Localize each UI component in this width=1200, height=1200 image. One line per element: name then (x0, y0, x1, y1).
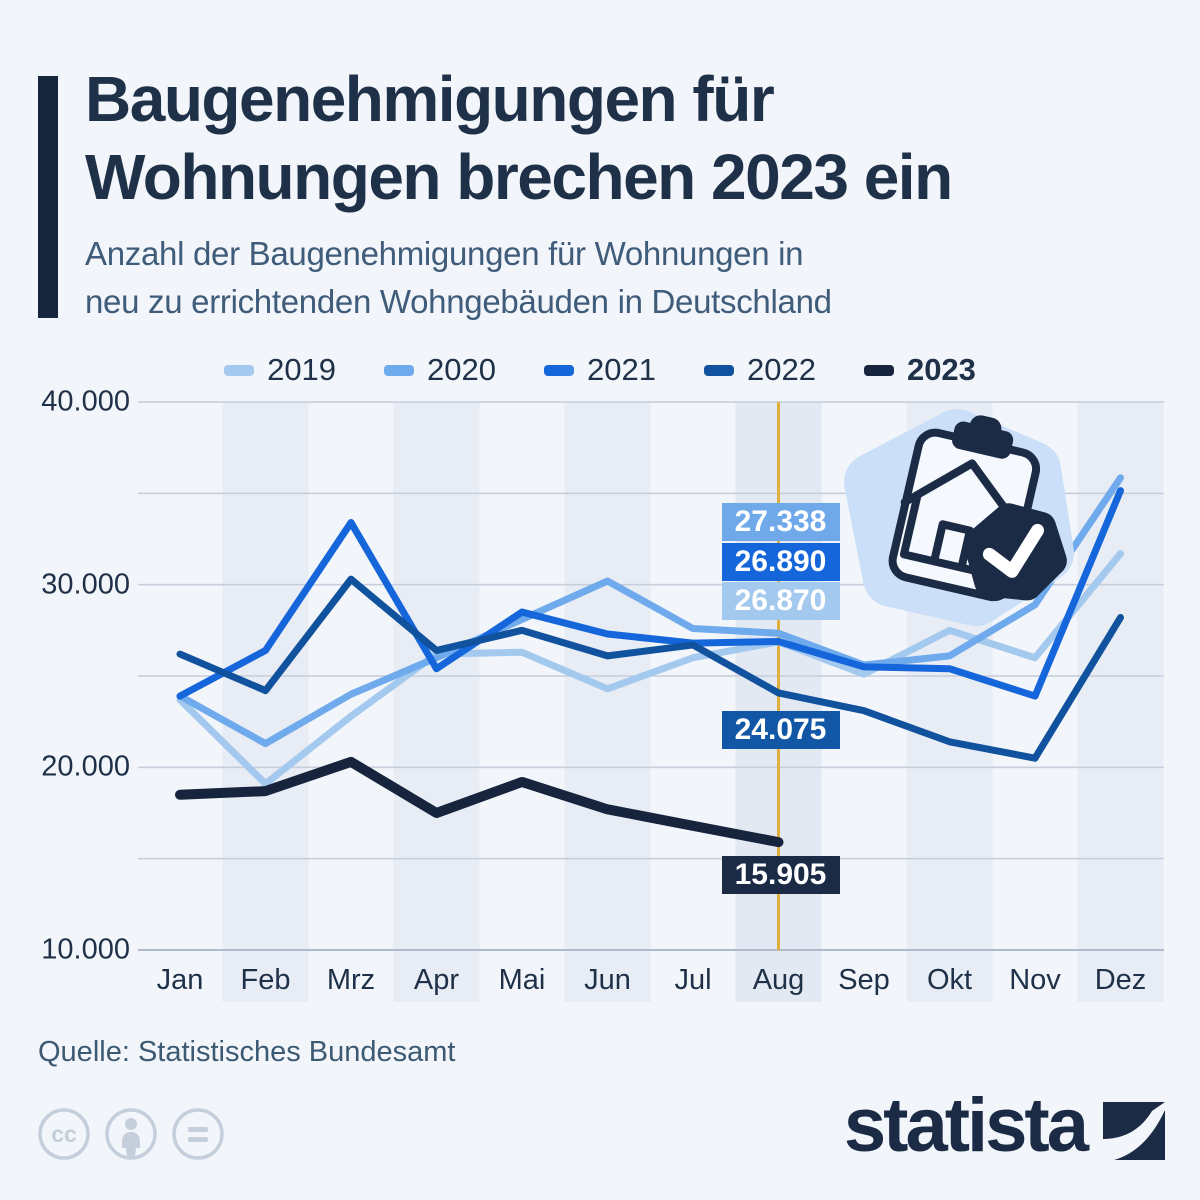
legend-label-2020: 2020 (427, 352, 497, 387)
month-band-Feb (222, 402, 309, 1002)
statista-wordmark: statista (843, 1083, 1089, 1168)
y-tick-label-30.000: 30.000 (41, 568, 130, 601)
page-title-line-1: Baugenehmigungen für (85, 63, 775, 135)
series-line-2020 (176, 474, 1124, 748)
cc-license-icons[interactable]: cc (36, 1105, 276, 1165)
cc-icon[interactable] (38, 1108, 90, 1160)
legend-label-2022: 2022 (746, 352, 816, 387)
legend-item-2022: 2022 (703, 352, 816, 388)
svg-text:cc: cc (51, 1121, 77, 1147)
source-text: Quelle: Statistisches Bundesamt (38, 1036, 456, 1068)
page-subtitle-line-1: Anzahl der Baugenehmigungen für Wohnunge… (85, 235, 804, 272)
x-tick-label-Aug: Aug (752, 964, 805, 996)
legend-marker-2022 (703, 364, 734, 376)
x-tick-label-Feb: Feb (240, 964, 291, 996)
x-tick-label-Apr: Apr (413, 964, 460, 996)
series-line-2021 (176, 487, 1124, 700)
y-tick-label-10.000: 10.000 (41, 933, 130, 966)
x-tick-label-Dez: Dez (1094, 964, 1147, 996)
y-tick-label-40.000: 40.000 (41, 385, 130, 418)
x-tick-label-Jul: Jul (674, 964, 712, 996)
value-badge-2021: 26.890 (721, 543, 840, 581)
month-band-Jun (564, 402, 651, 1002)
legend-label-2023: 2023 (906, 352, 976, 387)
legend-item-2023: 2023 (863, 352, 976, 388)
legend-item-2021: 2021 (544, 352, 656, 388)
legend-marker-2019 (224, 364, 255, 376)
y-tick-label-20.000: 20.000 (41, 750, 130, 783)
x-tick-label-Mai: Mai (498, 964, 546, 996)
legend-marker-2023 (863, 364, 894, 376)
statista-logo-mark (1103, 1102, 1165, 1160)
x-tick-label-Jun: Jun (584, 964, 631, 996)
page-title: Baugenehmigungen für Wohnungen brechen 2… (85, 60, 1165, 216)
no-derivatives-icon[interactable] (172, 1108, 224, 1160)
value-badge-2019: 26.870 (721, 582, 840, 620)
legend-label-2021: 2021 (587, 352, 656, 387)
month-band-Okt (906, 402, 993, 1002)
legend-item-2020: 2020 (384, 352, 496, 388)
value-badge-2020: 27.338 (721, 503, 840, 541)
page-subtitle-line-2: neu zu errichtenden Wohngebäuden in Deut… (85, 283, 832, 320)
x-tick-label-Jan: Jan (156, 964, 204, 996)
month-band-Dez (1077, 402, 1164, 1002)
x-tick-label-Nov: Nov (1009, 964, 1061, 996)
month-band-Apr (393, 402, 480, 1002)
chart-legend: 2019 2020 2021 2022 2023 (0, 350, 1200, 390)
x-tick-label-Mrz: Mrz (326, 964, 376, 996)
series-line-2023 (175, 756, 784, 848)
value-badge-2022: 24.075 (721, 711, 840, 749)
page-subtitle: Anzahl der Baugenehmigungen für Wohnunge… (85, 230, 1145, 326)
series-line-2022 (176, 575, 1124, 762)
page-title-line-2: Wohnungen brechen 2023 ein (85, 141, 953, 213)
x-tick-label-Okt: Okt (926, 964, 973, 996)
legend-marker-2020 (384, 364, 415, 376)
series-line-2019 (176, 550, 1124, 788)
title-accent-bar (38, 76, 58, 318)
legend-label-2019: 2019 (267, 352, 337, 387)
statista-logo[interactable]: statista (843, 1083, 1167, 1168)
value-badge-2023: 15.905 (721, 856, 840, 894)
x-tick-label-Sep: Sep (838, 964, 890, 996)
legend-marker-2021 (544, 364, 575, 376)
legend-item-2019: 2019 (224, 352, 336, 388)
